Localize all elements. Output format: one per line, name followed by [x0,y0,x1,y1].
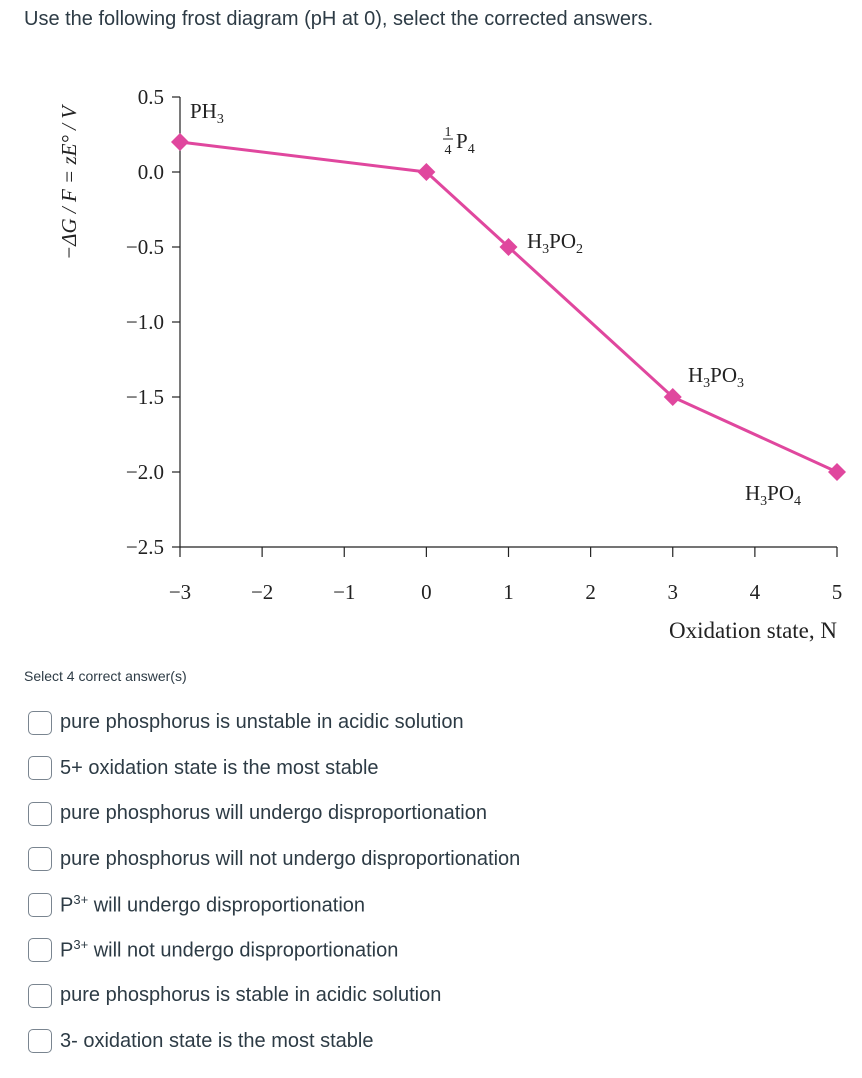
answer-label: pure phosphorus is unstable in acidic so… [60,711,464,734]
answer-option[interactable]: pure phosphorus is stable in acidic solu… [28,973,520,1019]
checkbox[interactable] [28,1029,52,1054]
label-h3po3: H3PO3 [688,363,744,391]
checkbox[interactable] [28,983,52,1008]
x-tick-label: 2 [585,580,596,604]
answer-label: pure phosphorus will not undergo disprop… [60,847,521,870]
series-segment [672,395,838,474]
answer-label: 5+ oxidation state is the most stable [60,756,379,779]
checkbox[interactable] [28,756,52,781]
y-tick-label: −2.0 [126,460,164,484]
x-tick-label: −3 [169,580,191,604]
answer-option[interactable]: 5+ oxidation state is the most stable [28,746,520,792]
series-line-group [171,133,846,481]
answer-option[interactable]: 3- oxidation state is the most stable [28,1019,520,1065]
y-tick-label: 0.5 [138,85,164,109]
select-instruction: Select 4 correct answer(s) [24,668,187,684]
answer-option[interactable]: P3+ will undergo disproportionation [28,882,520,928]
y-tick-label: −0.5 [126,235,164,259]
svg-text:4: 4 [445,143,452,158]
label-h3po4: H3PO4 [745,481,801,509]
data-point-marker [828,463,846,481]
answer-label: pure phosphorus is stable in acidic solu… [60,984,442,1007]
checkbox[interactable] [28,938,52,963]
answer-option[interactable]: pure phosphorus will undergo disproporti… [28,791,520,837]
checkbox[interactable] [28,892,52,917]
answer-label: P3+ will not undergo disproportionation [60,937,399,963]
data-point-marker [499,238,518,256]
x-tick-label: 3 [668,580,679,604]
species-labels: PH3 1 4 P4 H3PO2 H3PO3 H3PO4 [190,99,801,509]
x-tick-label: 5 [832,580,843,604]
svg-text:P4: P4 [456,129,475,157]
label-h3po2: H3PO2 [527,229,583,257]
answer-option[interactable]: pure phosphorus will not undergo disprop… [28,837,520,883]
x-axis-title: Oxidation state, N [669,618,837,643]
checkbox[interactable] [28,710,52,735]
x-tick-label: 4 [750,580,761,604]
frost-diagram: 0.5 0.0 −0.5 −1.0 −1.5 −2.0 −2.5−3 −2 −1 0 1 2 3 4 5 Ox… [57,85,846,643]
y-tick-label: 0.0 [138,160,164,184]
series-segment [179,140,427,174]
series-segment [507,245,674,399]
x-tick-label: −1 [333,580,355,604]
label-ph3: PH3 [190,99,224,127]
axes: 0.5 0.0 −0.5 −1.0 −1.5 −2.0 −2.5−3 −2 −1 0 1 2 3 4 5 Ox… [57,85,842,643]
x-tick-label: −2 [251,580,273,604]
question-text: Use the following frost diagram (pH at 0… [24,8,654,30]
y-axis-title: −ΔG / F = zE° / V [57,104,81,260]
data-point-marker [663,388,682,406]
answer-option[interactable]: pure phosphorus is unstable in acidic so… [28,700,520,746]
label-p4: 1 4 P4 [443,125,475,158]
answer-label: pure phosphorus will undergo disproporti… [60,802,487,825]
data-point-marker [171,133,189,151]
answer-label: P3+ will undergo disproportionation [60,891,366,917]
y-tick-label: −2.5 [126,535,164,559]
svg-text:1: 1 [445,125,452,140]
answer-list: pure phosphorus is unstable in acidic so… [28,700,520,1064]
answer-label: 3- oxidation state is the most stable [60,1029,374,1052]
y-tick-label: −1.5 [126,385,164,409]
y-tick-label: −1.0 [126,310,164,334]
x-tick-label: 1 [503,580,514,604]
x-tick-label: 0 [421,580,432,604]
answer-option[interactable]: P3+ will not undergo disproportionation [28,928,520,974]
series-segment [425,170,510,249]
checkbox[interactable] [28,801,52,826]
checkbox[interactable] [28,847,52,872]
data-point-marker [417,163,436,181]
